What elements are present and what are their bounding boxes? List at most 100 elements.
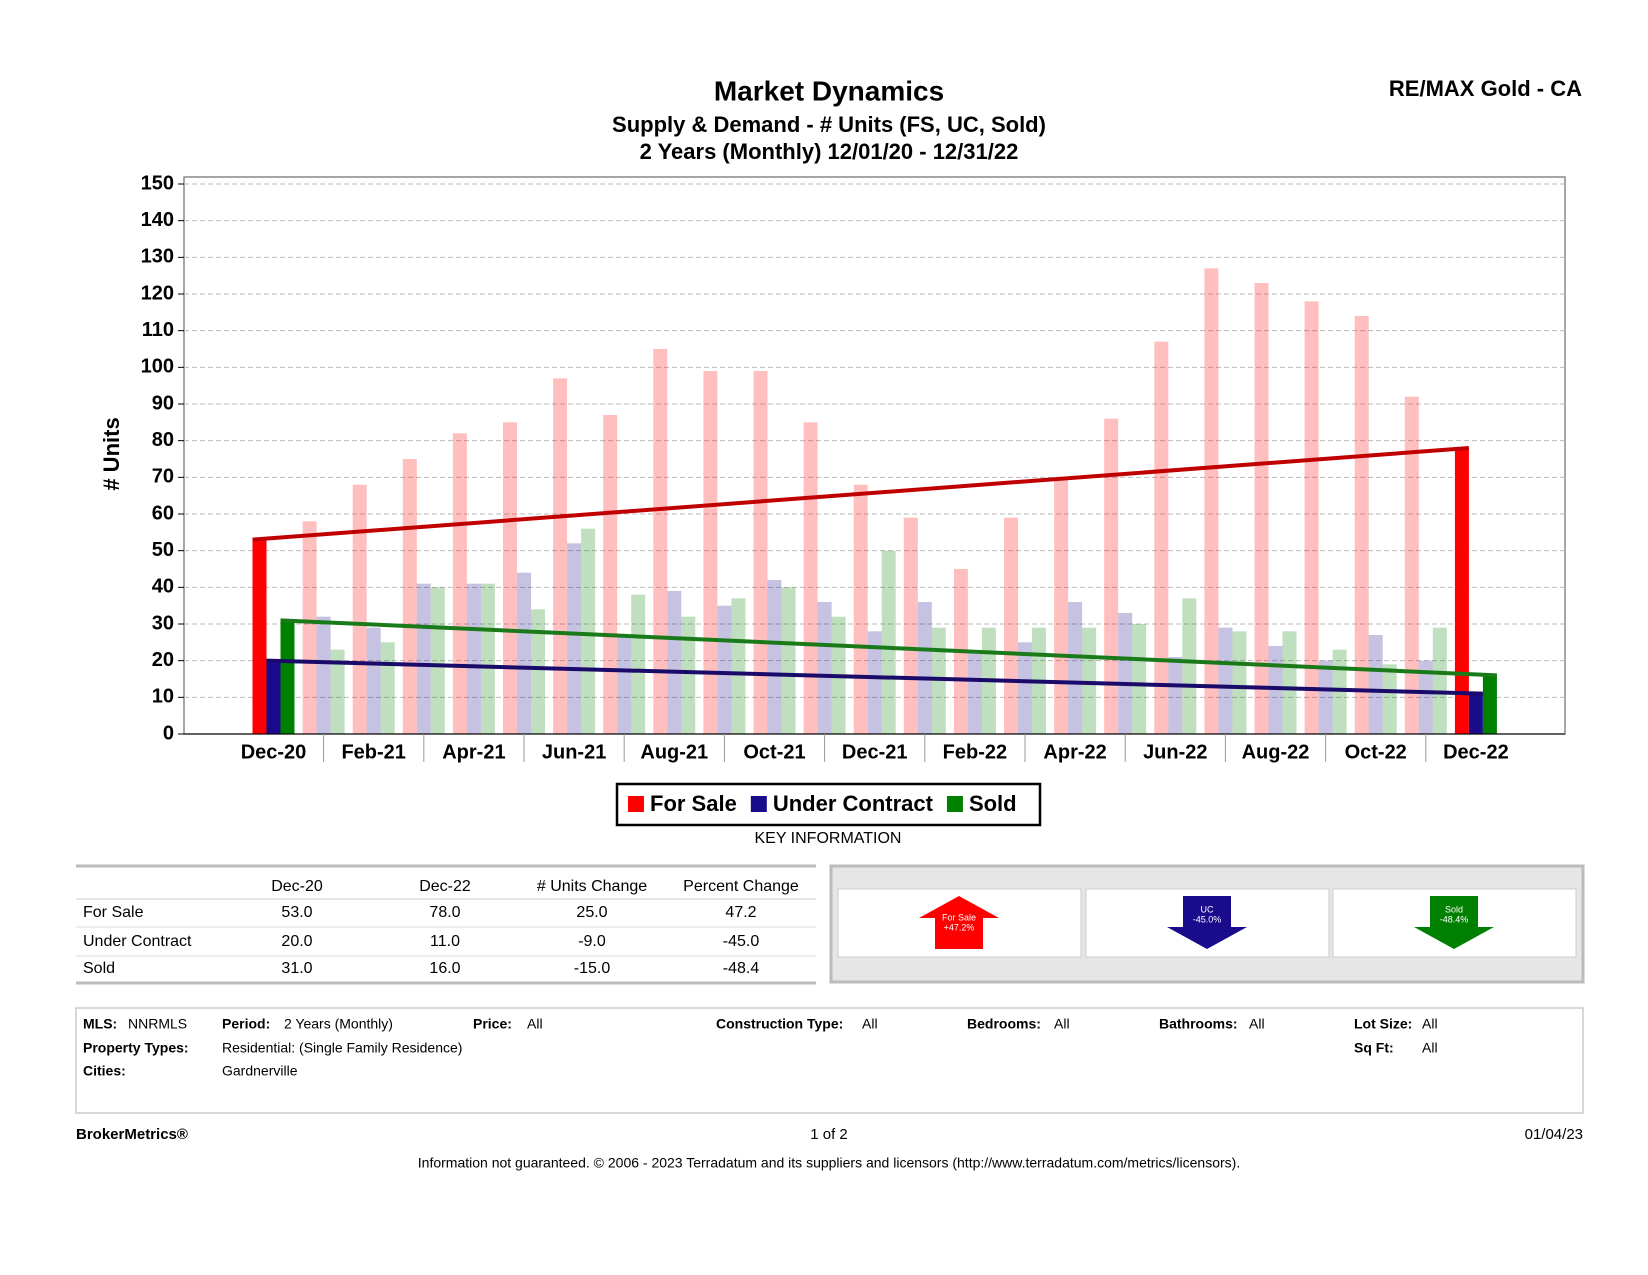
bar: [1282, 631, 1297, 734]
table-cell: 53.0: [281, 904, 312, 921]
chart-title: Market Dynamics: [714, 75, 944, 106]
bar: [867, 631, 882, 734]
x-tick-label: Feb-21: [341, 741, 405, 763]
bar: [1054, 477, 1069, 734]
bar: [352, 484, 367, 734]
footer-page: 1 of 2: [810, 1126, 848, 1143]
bar: [817, 602, 832, 734]
bar: [280, 620, 295, 734]
legend-swatch: [628, 796, 644, 812]
filter-label: MLS:: [83, 1016, 117, 1032]
bar: [1432, 627, 1447, 734]
bar: [1418, 660, 1433, 734]
bar: [252, 539, 267, 734]
bar: [753, 371, 768, 734]
bar: [380, 642, 395, 734]
filter-value: Residential: (Single Family Residence): [222, 1040, 462, 1056]
x-tick-label: Oct-21: [743, 741, 805, 763]
table-cell: 25.0: [576, 904, 607, 921]
table-cell: 16.0: [429, 960, 460, 977]
bar: [1354, 316, 1369, 734]
y-axis-label: # Units: [99, 417, 124, 490]
bar: [1204, 268, 1219, 734]
filter-value: All: [527, 1016, 543, 1032]
bar: [1404, 396, 1419, 734]
table-header: Dec-22: [419, 878, 471, 895]
row-label: For Sale: [83, 904, 144, 921]
y-tick-label: 110: [142, 319, 174, 341]
bar: [480, 583, 495, 734]
indicator-label: UC: [1201, 904, 1214, 914]
indicator-change: +47.2%: [944, 922, 975, 932]
filter-label: Sq Ft:: [1354, 1040, 1394, 1056]
trend-line: [252, 446, 1470, 542]
x-tick-label: Jun-22: [1143, 741, 1207, 763]
bar: [416, 583, 431, 734]
table-cell: -45.0: [723, 933, 760, 950]
filter-value: All: [1249, 1016, 1265, 1032]
bar: [681, 616, 696, 734]
bar: [330, 649, 345, 734]
footer-date: 01/04/23: [1525, 1126, 1583, 1143]
x-tick-label: Aug-21: [640, 741, 708, 763]
legend-swatch: [946, 796, 963, 812]
indicator-change: -45.0%: [1193, 914, 1222, 924]
bar: [1368, 635, 1383, 734]
x-tick-label: Dec-20: [241, 741, 307, 763]
x-tick-label: Dec-21: [842, 741, 908, 763]
bar: [667, 591, 682, 734]
disclaimer: Information not guaranteed. © 2006 - 202…: [418, 1155, 1240, 1171]
chart-subtitle: 2 Years (Monthly) 12/01/20 - 12/31/22: [640, 139, 1019, 164]
bar: [1318, 660, 1333, 734]
y-tick-label: 40: [152, 576, 174, 598]
filter-label: Property Types:: [83, 1040, 189, 1056]
x-tick-label: Apr-21: [442, 741, 505, 763]
bar: [1182, 598, 1197, 734]
filter-value: NNRMLS: [128, 1016, 187, 1032]
filter-value: Gardnerville: [222, 1063, 298, 1079]
table-cell: 31.0: [281, 960, 312, 977]
indicator-label: For Sale: [942, 912, 976, 922]
bar: [316, 616, 331, 734]
indicator-arrow: [919, 896, 999, 949]
indicator-change: -48.4%: [1440, 914, 1469, 924]
bar: [567, 543, 582, 734]
bar: [517, 572, 531, 734]
bar: [653, 349, 668, 734]
filter-label: Bathrooms:: [1159, 1016, 1238, 1032]
bar: [703, 371, 718, 734]
bar: [881, 550, 896, 734]
x-tick-label: Dec-22: [1443, 741, 1509, 763]
bar: [1304, 301, 1319, 734]
bar: [903, 517, 918, 734]
y-tick-label: 130: [141, 246, 174, 268]
filter-value: All: [862, 1016, 878, 1032]
x-tick-label: Oct-22: [1345, 741, 1407, 763]
filter-label: Lot Size:: [1354, 1016, 1412, 1032]
trend-line: [280, 618, 1497, 678]
table-cell: -15.0: [574, 960, 611, 977]
y-tick-label: 30: [152, 612, 174, 634]
bar: [553, 378, 568, 734]
legend-label: Sold: [969, 791, 1017, 816]
table-header: # Units Change: [537, 878, 647, 895]
bar: [803, 422, 818, 734]
filter-label: Price:: [473, 1016, 512, 1032]
table-cell: -48.4: [723, 960, 760, 977]
legend-label: For Sale: [650, 791, 737, 816]
legend-swatch: [750, 796, 767, 812]
bar: [717, 605, 732, 734]
x-tick-label: Apr-22: [1043, 741, 1106, 763]
x-tick-label: Feb-22: [943, 741, 1007, 763]
row-label: Under Contract: [83, 933, 192, 950]
bar: [452, 433, 467, 734]
trend-line: [266, 658, 1483, 696]
bar: [1468, 693, 1483, 734]
indicator-arrow: [1414, 896, 1494, 949]
chart-subtitle: Supply & Demand - # Units (FS, UC, Sold): [612, 112, 1046, 137]
bar: [1082, 627, 1097, 734]
filter-value: All: [1422, 1016, 1438, 1032]
y-tick-label: 120: [141, 282, 174, 304]
table-cell: 11.0: [430, 933, 460, 950]
y-tick-label: 100: [141, 356, 174, 378]
